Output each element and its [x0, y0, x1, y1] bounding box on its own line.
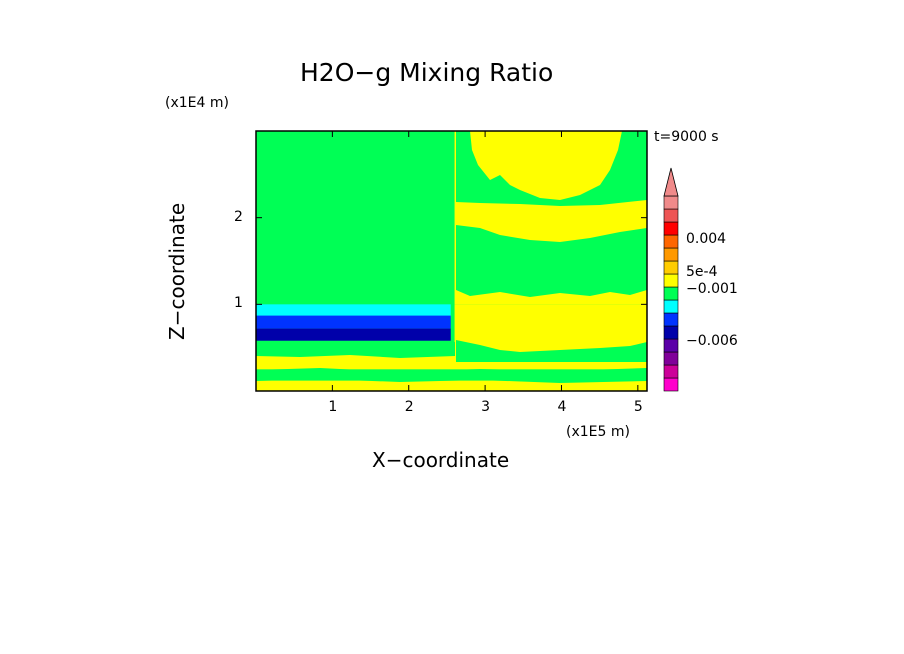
x-tick-label: 5 [633, 399, 643, 415]
east-yellow-stripe [460, 212, 635, 219]
colorbar-swatch [663, 234, 679, 249]
y-axis-label: Z−coordinate [165, 202, 189, 340]
colorbar-swatch [663, 351, 679, 366]
colorbar-label: 5e-4 [686, 264, 718, 280]
region-west-blue-layer [256, 315, 451, 329]
region-west-cyan-layer [256, 304, 451, 318]
y-tick-label: 2 [234, 208, 243, 225]
region-surface-band [256, 380, 647, 391]
mid-green-band [256, 368, 647, 383]
y-axis-units: (x1E4 m) [165, 95, 229, 111]
y-tick-label: 1 [234, 295, 243, 312]
colorbar-swatch [663, 299, 679, 314]
colorbar-swatch [663, 195, 679, 210]
chart-title: H2O−g Mixing Ratio [300, 58, 554, 87]
plot-frame [255, 130, 648, 392]
x-tick-label: 3 [481, 399, 491, 415]
colorbar-swatch [663, 286, 679, 301]
colorbar-swatch [663, 338, 679, 353]
east-mid-green-band [456, 225, 647, 297]
colorbar-swatch [663, 208, 679, 223]
west-lower-green-band [256, 341, 455, 358]
colorbar-swatch [663, 312, 679, 327]
colorbar-swatch [663, 325, 679, 340]
contour-details [256, 131, 647, 383]
east-lower-green-band [456, 340, 647, 362]
x-axis-units: (x1E5 m) [566, 424, 630, 440]
time-label: t=9000 s [654, 129, 719, 145]
colorbar-swatch [663, 221, 679, 236]
colorbar-label: −0.006 [686, 333, 738, 349]
x-tick-label: 4 [557, 399, 567, 415]
x-axis-ticks [331, 131, 639, 391]
east-upper-green-band [456, 131, 647, 206]
colorbar-extend-arrow [663, 167, 679, 197]
colorbar [663, 167, 679, 392]
colorbar-label: 0.004 [686, 231, 727, 247]
region-west-darkblue-layer [256, 328, 451, 341]
colorbar-swatch [663, 377, 679, 392]
colorbar-label: −0.001 [686, 281, 738, 297]
colorbar-swatch [663, 364, 679, 379]
x-axis-label: X−coordinate [372, 448, 510, 472]
x-tick-label: 2 [404, 399, 414, 415]
y-axis-ticks [256, 217, 647, 305]
x-tick-label: 1 [328, 399, 338, 415]
colorbar-swatch [663, 247, 679, 262]
colorbar-swatch [663, 260, 679, 275]
colorbar-swatch [663, 273, 679, 288]
